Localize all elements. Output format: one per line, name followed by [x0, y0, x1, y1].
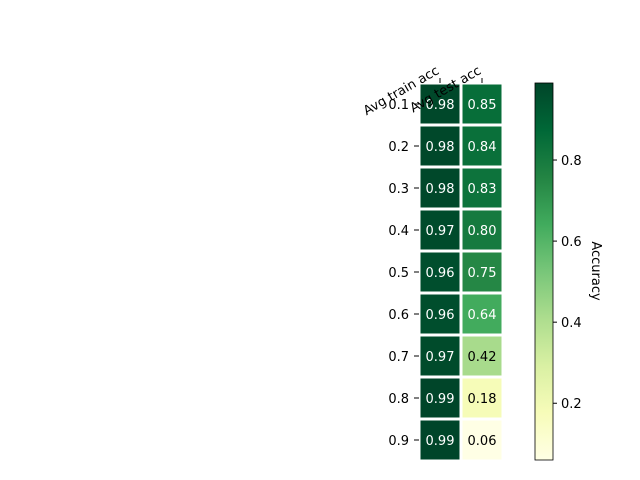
cell-value-label: 0.98 [426, 140, 455, 155]
heatmap-grid: 0.98 0.85 0.98 0.84 0.98 0.83 0.97 0.80 0.96 0.75… [417, 81, 505, 463]
row-label: 0.3 [388, 182, 409, 197]
colorbar-tick-label: 0.8 [561, 154, 582, 169]
colorbar: 0.2 0.4 0.6 0.8 Accuracy [534, 82, 603, 461]
heatmap-cell [459, 207, 505, 253]
cell-value-label: 0.80 [468, 224, 497, 239]
row-label: 0.4 [388, 224, 409, 239]
row-label: 0.6 [388, 308, 409, 323]
heatmap-cell [459, 375, 505, 421]
cell-value-label: 0.06 [468, 434, 497, 449]
cell-value-label: 0.97 [426, 224, 455, 239]
row-label: 0.8 [388, 392, 409, 407]
colorbar-ticks: 0.2 0.4 0.6 0.8 [553, 154, 582, 412]
cell-value-label: 0.96 [426, 266, 455, 281]
row-label: 0.2 [388, 140, 409, 155]
colorbar-tick-label: 0.6 [561, 235, 582, 250]
cell-value-label: 0.18 [468, 392, 497, 407]
colorbar-bar [534, 82, 554, 461]
heatmap-cell [417, 249, 463, 295]
cell-value-label: 0.98 [426, 98, 455, 113]
heatmap-cell [459, 417, 505, 463]
cell-value-label: 0.75 [468, 266, 497, 281]
heatmap-cell [459, 333, 505, 379]
row-label: 0.9 [388, 434, 409, 449]
heatmap-cell [459, 165, 505, 211]
colorbar-tick-label: 0.4 [561, 316, 582, 331]
heatmap-cell [459, 123, 505, 169]
cell-value-label: 0.99 [426, 392, 455, 407]
colorbar-tick-label: 0.2 [561, 397, 582, 412]
cell-value-label: 0.83 [468, 182, 497, 197]
cell-value-label: 0.96 [426, 308, 455, 323]
row-label: 0.5 [388, 266, 409, 281]
row-label: 0.1 [388, 98, 409, 113]
cell-value-label: 0.98 [426, 182, 455, 197]
heatmap-cell [417, 291, 463, 337]
cell-value-label: 0.84 [468, 140, 497, 155]
colorbar-label: Accuracy [588, 241, 603, 301]
cell-value-label: 0.42 [468, 350, 497, 365]
cell-value-label: 0.99 [426, 434, 455, 449]
cell-value-label: 0.85 [468, 98, 497, 113]
cell-value-label: 0.64 [468, 308, 497, 323]
cell-value-label: 0.97 [426, 350, 455, 365]
row-labels: 0.1 0.2 0.3 0.4 0.5 0.6 0.7 0.8 0.9 [388, 98, 419, 449]
row-label: 0.7 [388, 350, 409, 365]
